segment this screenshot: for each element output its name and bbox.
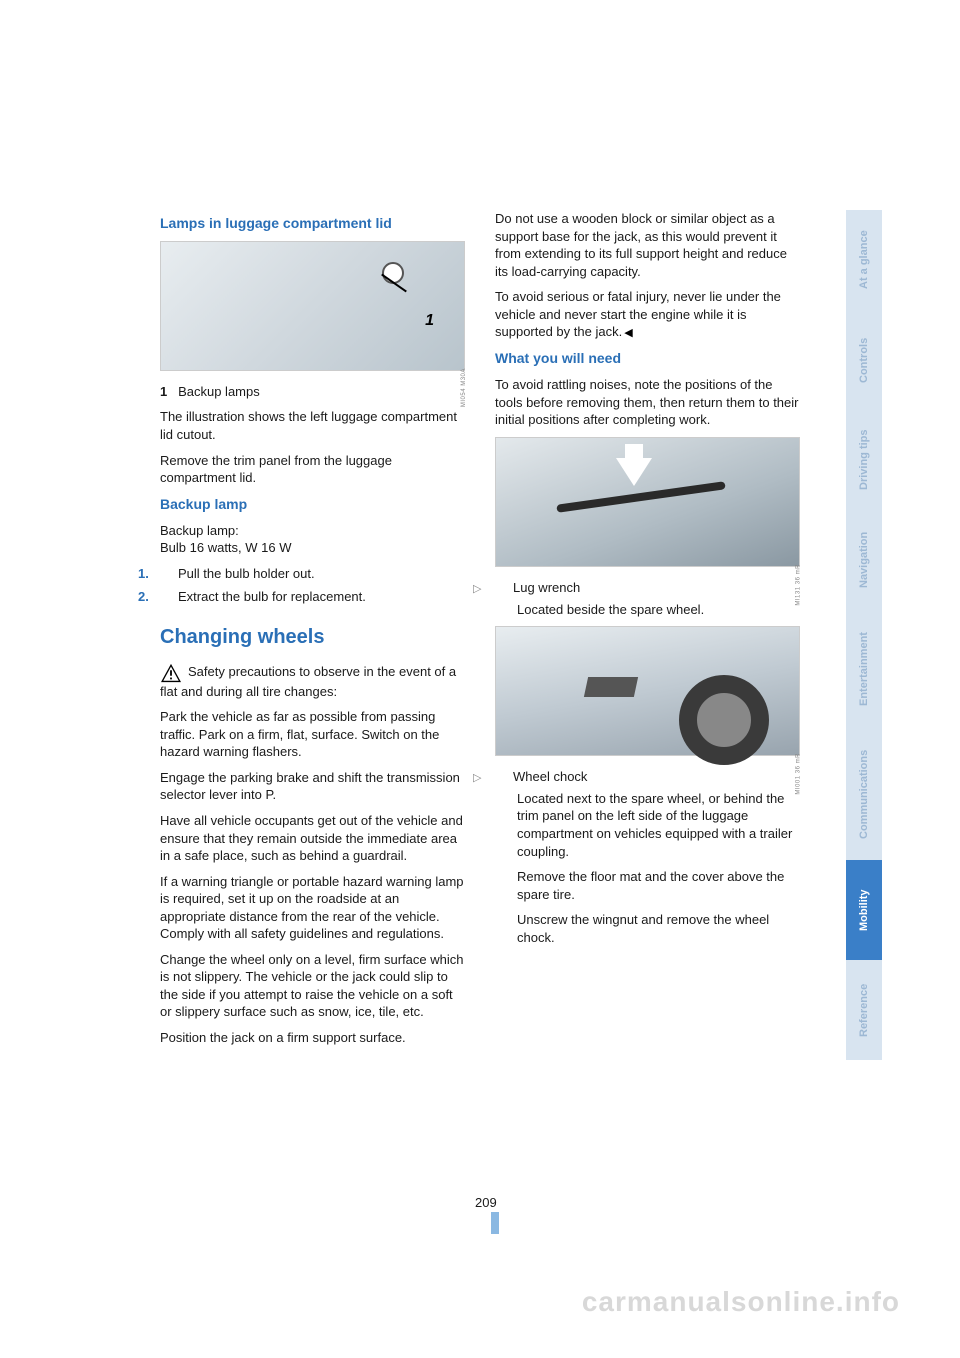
page-number-bar [491,1212,499,1234]
triangle-bullet-icon: ▷ [495,771,513,786]
bullet-wheel-chock: ▷Wheel chock [495,768,800,786]
left-column: Lamps in luggage compartment lid 1 MI054… [160,210,465,1055]
figure-tag-2: MI131 36 mR [795,564,803,606]
tab-navigation[interactable]: Navigation [846,510,882,610]
legend-label: Backup lamps [178,384,260,399]
heading-lamps: Lamps in luggage compartment lid [160,214,465,233]
warning-block: Safety precautions to observe in the eve… [160,663,465,1047]
step-2: 2.Extract the bulb for replacement. [160,588,465,606]
tab-at-a-glance[interactable]: At a glance [846,210,882,310]
figure-callout-1: 1 [425,310,434,332]
para-illustration: The illustration shows the left luggage … [160,408,465,443]
bullet-lug-wrench-sub: Located beside the spare wheel. [495,601,800,619]
warn-p7: Position the jack on a firm support surf… [160,1029,465,1047]
para-bulb-spec: Backup lamp: Bulb 16 watts, W 16 W [160,522,465,557]
tab-communications[interactable]: Communications [846,728,882,860]
tab-mobility[interactable]: Mobility [846,860,882,960]
warn-p2: Park the vehicle as far as possible from… [160,708,465,761]
para-remove-trim: Remove the trim panel from the luggage c… [160,452,465,487]
tab-entertainment[interactable]: Entertainment [846,610,882,728]
para-no-wooden-block: Do not use a wooden block or similar obj… [495,210,800,280]
para-avoid-injury: To avoid serious or fatal injury, never … [495,288,800,341]
figure-wheel-chock: MI001 36 mR [495,626,800,756]
step-num-2: 2. [160,588,178,606]
tab-reference[interactable]: Reference [846,960,882,1060]
figure-tag-1: MI054 M30A [460,368,468,407]
warn-p5: If a warning triangle or portable hazard… [160,873,465,943]
legend-num: 1 [160,384,167,399]
step-1: 1.Pull the bulb holder out. [160,565,465,583]
bullet-chock-sub3: Unscrew the wingnut and remove the wheel… [495,911,800,946]
figure-luggage-lid: 1 MI054 M30A [160,241,465,371]
triangle-bullet-icon: ▷ [495,582,513,597]
warning-icon [160,663,182,683]
heading-what-you-need: What you will need [495,349,800,368]
right-column: Do not use a wooden block or similar obj… [495,210,800,1055]
warn-p4: Have all vehicle occupants get out of th… [160,812,465,865]
end-triangle-icon: ◀ [624,326,632,341]
figure-lug-wrench: MI131 36 mR [495,437,800,567]
para-rattling: To avoid rattling noises, note the posit… [495,376,800,429]
bullet-chock-sub2: Remove the floor mat and the cover above… [495,868,800,903]
legend-item-1: 1 Backup lamps [160,383,465,401]
tab-driving-tips[interactable]: Driving tips [846,410,882,510]
warn-p3: Engage the parking brake and shift the t… [160,769,465,804]
warn-p1: Safety precautions to observe in the eve… [160,664,456,699]
bullet-chock-sub1: Located next to the spare wheel, or behi… [495,790,800,860]
warn-p6: Change the wheel only on a level, firm s… [160,951,465,1021]
figure-tag-3: MI001 36 mR [795,753,803,795]
watermark: carmanualsonline.info [582,1286,900,1318]
step-num-1: 1. [160,565,178,583]
bullet-lug-wrench: ▷Lug wrench [495,579,800,597]
heading-changing-wheels: Changing wheels [160,624,465,651]
tab-controls[interactable]: Controls [846,310,882,410]
section-tabs: At a glanceControlsDriving tipsNavigatio… [846,210,882,1060]
page-number: 209 [475,1195,497,1210]
heading-backup-lamp: Backup lamp [160,495,465,514]
